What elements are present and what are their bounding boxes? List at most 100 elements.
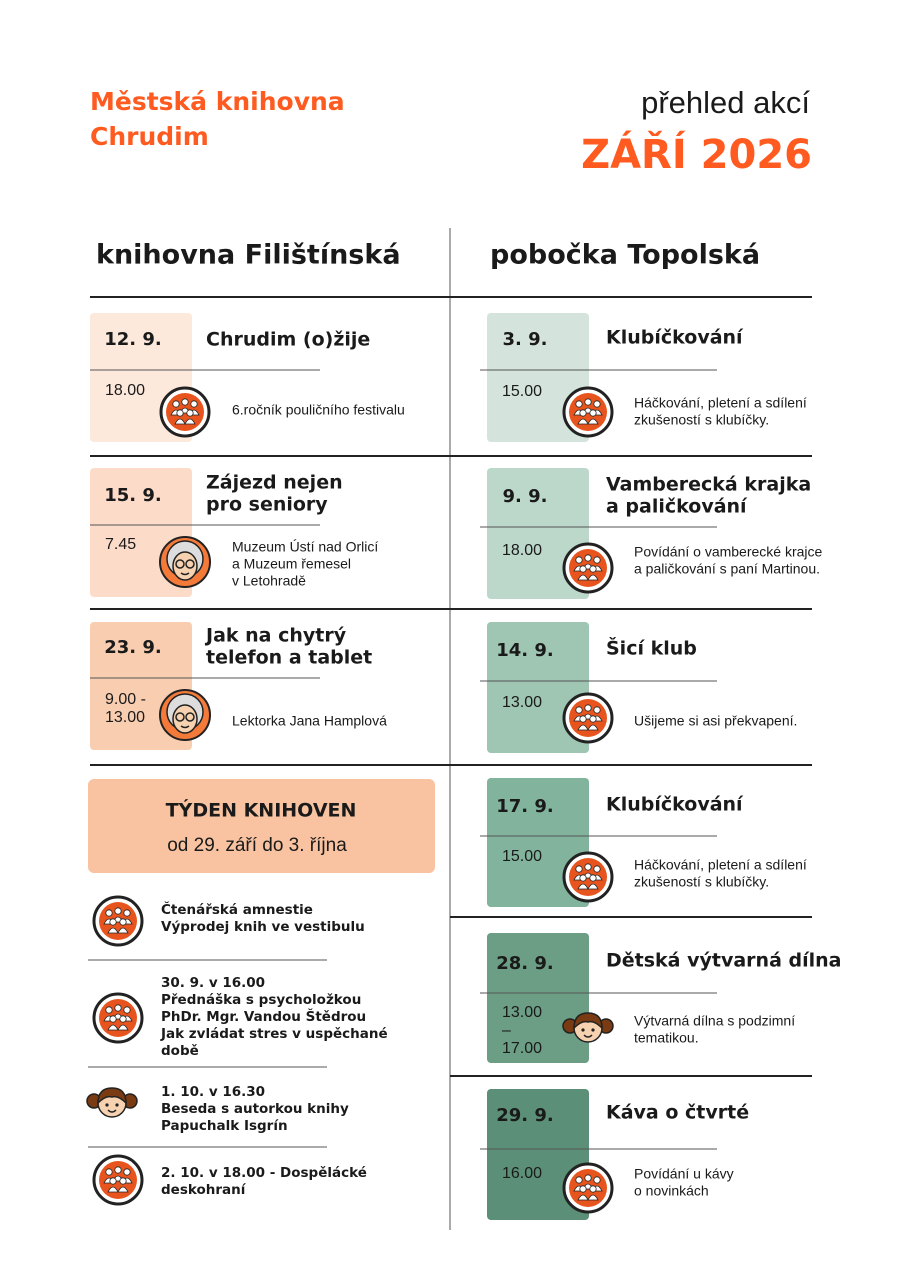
group-icon <box>562 542 614 594</box>
event-description: a Muzeum řemesel <box>232 556 351 572</box>
week-subtitle: od 29. září do 3. října <box>167 835 347 856</box>
week-item: 1. 10. v 16.30 <box>161 1084 265 1100</box>
event-description: Výtvarná dílna s podzimní <box>634 1013 795 1029</box>
group-icon <box>562 692 614 744</box>
icon-body <box>117 1024 129 1031</box>
event-time: 7.45 <box>105 536 136 553</box>
icon-face <box>172 704 198 734</box>
event-description: Háčkování, pletení a sdílení <box>634 395 807 411</box>
icon-body <box>117 927 129 934</box>
icon-head <box>584 1174 592 1182</box>
icon-head <box>186 409 194 417</box>
icon-body <box>587 418 599 425</box>
icon-head <box>589 1185 597 1193</box>
icon-head <box>109 1015 117 1023</box>
icon-head <box>123 909 131 917</box>
week-box <box>88 779 435 873</box>
event-date: 9. 9. <box>503 486 548 507</box>
event-date: 29. 9. <box>496 1105 554 1126</box>
event-title: Šicí klub <box>606 636 697 660</box>
icon-head <box>105 1168 113 1176</box>
group-icon <box>562 851 614 903</box>
event-time: 15.00 <box>502 848 542 865</box>
event-date: 12. 9. <box>104 329 162 350</box>
icon-head <box>579 409 587 417</box>
icon-head <box>109 1177 117 1185</box>
week-item: deskohraní <box>161 1182 247 1198</box>
icon-head <box>593 556 601 564</box>
event-description: o novinkách <box>634 1183 709 1199</box>
group-icon <box>92 992 144 1044</box>
group-icon <box>562 386 614 438</box>
icon-glass <box>175 712 185 722</box>
week-item: PhDr. Mgr. Vandou Štědrou <box>161 1007 366 1025</box>
event-title: Klubíčkování <box>606 794 744 816</box>
icon-head <box>119 918 127 926</box>
event-time: – <box>502 1022 511 1039</box>
event-time: 13.00 <box>105 709 145 726</box>
overview-label: přehled akcí <box>641 85 810 120</box>
icon-head <box>575 1176 583 1184</box>
icon-head <box>589 874 597 882</box>
icon-head <box>172 400 180 408</box>
event-time: 15.00 <box>502 383 542 400</box>
icon-head <box>575 706 583 714</box>
icon-head <box>579 874 587 882</box>
group-icon <box>92 895 144 947</box>
icon-head <box>123 1168 131 1176</box>
icon-head <box>114 1166 122 1174</box>
month-title: ZÁŘÍ 2026 <box>581 130 812 178</box>
icon-head <box>584 704 592 712</box>
icon-hair <box>573 1012 603 1030</box>
event-date: 23. 9. <box>104 637 162 658</box>
event-title: pro seniory <box>206 494 328 516</box>
event-time: 16.00 <box>502 1165 542 1182</box>
event-time: 18.00 <box>105 382 145 399</box>
icon-head <box>579 715 587 723</box>
date-box <box>487 933 589 1063</box>
icon-head <box>589 715 597 723</box>
event-title: Káva o čtvrté <box>606 1102 749 1124</box>
week-item: 30. 9. v 16.00 <box>161 975 265 991</box>
event-description: tematikou. <box>634 1030 699 1046</box>
girl-icon <box>562 1012 614 1043</box>
event-description: a paličkování s paní Martinou. <box>634 561 820 577</box>
icon-body <box>117 1186 129 1193</box>
icon-body <box>587 574 599 581</box>
icon-head <box>109 918 117 926</box>
event-title: Dětská výtvarná dílna <box>606 950 842 972</box>
icon-head <box>575 865 583 873</box>
girl-icon <box>86 1087 138 1118</box>
event-description: Lektorka Jana Hamplová <box>232 713 387 729</box>
event-description: Povídání u kávy <box>634 1166 734 1182</box>
event-time: 17.00 <box>502 1040 542 1057</box>
event-description: Háčkování, pletení a sdílení <box>634 857 807 873</box>
event-time: 13.00 <box>502 1004 542 1021</box>
icon-body <box>587 724 599 731</box>
event-date: 17. 9. <box>496 796 554 817</box>
library-name: Chrudim <box>90 122 209 151</box>
event-date: 15. 9. <box>104 485 162 506</box>
week-item: Čtenářská amnestie <box>161 900 313 918</box>
icon-mouth <box>180 725 190 729</box>
icon-head <box>114 907 122 915</box>
icon-glass <box>175 559 185 569</box>
week-item: Výprodej knih ve vestibulu <box>161 919 365 935</box>
week-title: TÝDEN KNIHOVEN <box>166 798 357 822</box>
week-item: Přednáška s psycholožkou <box>161 992 361 1008</box>
icon-body <box>184 418 196 425</box>
icon-head <box>584 398 592 406</box>
icon-head <box>579 1185 587 1193</box>
event-description: Povídání o vamberecké krajce <box>634 544 823 560</box>
event-time: 18.00 <box>502 542 542 559</box>
library-name: Městská knihovna <box>90 87 345 116</box>
event-description: zkušeností s klubíčky. <box>634 412 769 428</box>
week-item: Jak zvládat stres v uspěchané <box>160 1026 388 1042</box>
event-description: Ušijeme si asi překvapení. <box>634 713 797 729</box>
event-title: Klubíčkování <box>606 327 744 349</box>
week-item: době <box>161 1043 199 1059</box>
icon-mouth <box>180 572 190 576</box>
icon-head <box>589 565 597 573</box>
event-description: v Letohradě <box>232 573 306 589</box>
